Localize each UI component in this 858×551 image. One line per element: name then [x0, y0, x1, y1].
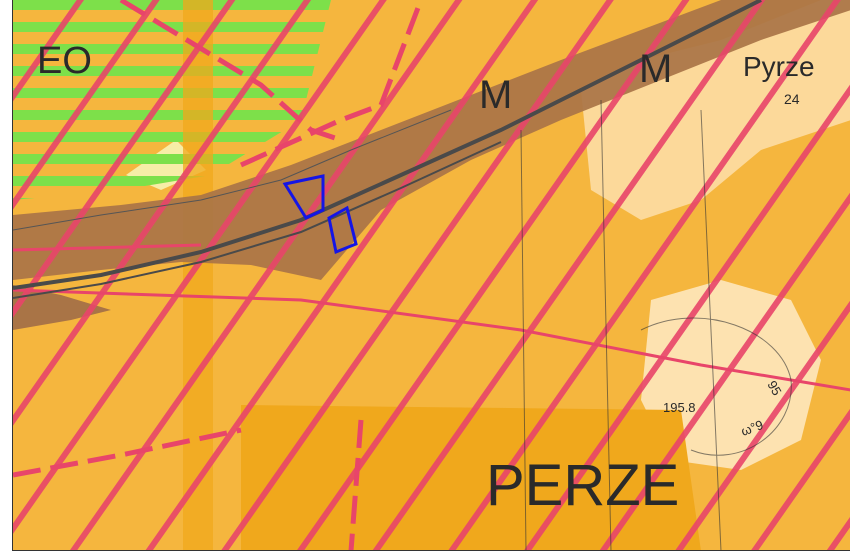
parcel-lines [520, 99, 792, 550]
label-zone-m2: M [639, 47, 672, 91]
selected-parcel-1[interactable] [282, 174, 325, 220]
selected-parcel-2[interactable] [327, 205, 358, 255]
label-zone-eo: EO [37, 40, 92, 82]
label-zone-m1: M [479, 73, 512, 117]
zone-boundaries [13, 0, 424, 550]
planning-map: EO M M Pyrze 24 PERZE 195.8 95 ω°9 [13, 0, 850, 550]
label-house-number: 24 [784, 91, 800, 107]
label-contour-note: ω°9 [739, 417, 765, 439]
map-viewport[interactable]: EO M M Pyrze 24 PERZE 195.8 95 ω°9 [12, 0, 850, 551]
selected-parcels[interactable] [282, 174, 358, 255]
label-contour-95: 95 [764, 378, 784, 398]
zone-lines [13, 243, 850, 392]
hatched-overlay [13, 0, 850, 550]
label-elevation: 195.8 [663, 400, 696, 415]
label-village-small: Pyrze [743, 51, 815, 82]
roads [13, 0, 762, 299]
label-village-big: PERZE [486, 453, 679, 518]
